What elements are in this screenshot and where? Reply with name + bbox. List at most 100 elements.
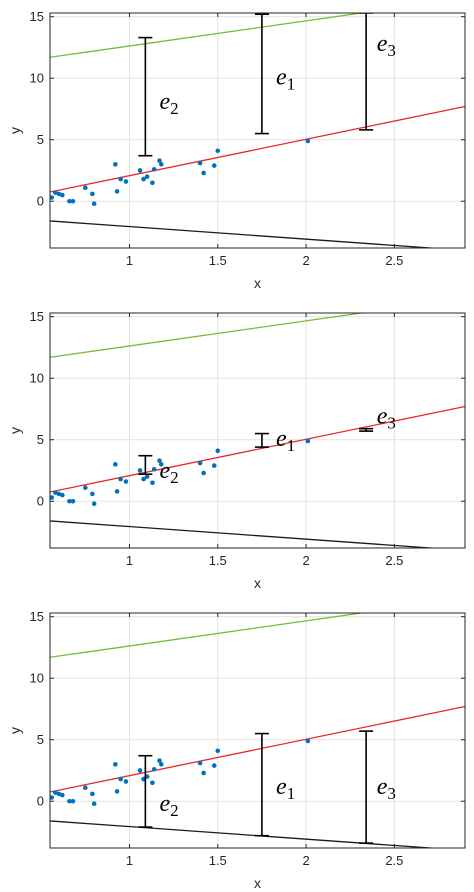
data-point: [60, 192, 65, 198]
residual-label-e1: e1: [276, 426, 295, 455]
data-point: [305, 438, 311, 444]
data-point: [56, 491, 62, 497]
data-point: [118, 176, 123, 182]
data-point: [83, 785, 88, 791]
x-tick-label: 2.5: [385, 853, 403, 868]
plot-area: [50, 313, 465, 548]
residual-label-e2: e2: [159, 791, 178, 820]
data-point: [123, 779, 129, 784]
x-tick-label: 2.5: [385, 253, 403, 268]
x-tick-label: 2: [302, 853, 309, 868]
residual-label-letter: e: [377, 404, 388, 430]
residual-label-letter: e: [377, 774, 388, 800]
data-point: [150, 480, 155, 486]
residual-label-letter: e: [276, 64, 287, 90]
data-point: [123, 179, 129, 184]
data-point: [70, 198, 76, 204]
data-point: [70, 798, 76, 804]
residual-label-subscript: 3: [387, 784, 396, 803]
y-axis-label: y: [7, 727, 23, 734]
data-point: [118, 476, 123, 482]
data-point: [151, 766, 157, 772]
data-point: [83, 485, 88, 491]
residual-label-e1: e1: [276, 64, 295, 93]
x-tick-label: 1.5: [209, 853, 227, 868]
data-point: [70, 498, 76, 504]
data-point: [141, 476, 146, 482]
y-tick-label: 10: [30, 371, 44, 386]
data-point: [91, 501, 97, 507]
data-point: [157, 458, 162, 463]
data-point: [201, 170, 206, 176]
y-tick-label: 10: [30, 71, 44, 86]
fit-line-3: [50, 220, 440, 248]
y-tick-label: 15: [30, 609, 44, 624]
residual-label-subscript: 2: [170, 99, 179, 118]
data-point: [137, 168, 143, 173]
residual-label-subscript: 1: [287, 74, 296, 93]
y-tick-label: 5: [37, 732, 44, 747]
residual-label-subscript: 1: [287, 436, 296, 455]
residual-label-letter: e: [159, 458, 170, 484]
data-point: [151, 166, 157, 172]
x-tick-label: 1: [126, 853, 133, 868]
y-tick-label: 0: [37, 194, 44, 209]
data-point: [197, 760, 203, 766]
data-point: [215, 748, 221, 754]
axes-box: [49, 312, 466, 549]
fit-line-2: [50, 13, 366, 58]
data-point: [113, 462, 118, 467]
data-point: [67, 198, 72, 204]
data-point: [114, 189, 120, 194]
y-axis-label: y: [7, 127, 23, 134]
data-point: [197, 160, 203, 166]
data-point: [158, 762, 164, 767]
x-axis-label: x: [254, 575, 261, 591]
data-point: [67, 798, 72, 804]
data-point: [118, 776, 123, 782]
plot-content: [50, 13, 465, 248]
residual-label-letter: e: [377, 31, 388, 57]
residual-label-e3: e3: [377, 404, 396, 433]
data-point: [91, 801, 97, 807]
data-point: [141, 176, 146, 182]
residual-label-subscript: 3: [387, 414, 396, 433]
plot-content: [50, 313, 465, 548]
data-point: [52, 490, 58, 495]
data-point: [113, 162, 118, 167]
data-point: [305, 738, 311, 744]
y-tick-label: 5: [37, 432, 44, 447]
x-axis-label: x: [254, 875, 261, 891]
data-point: [144, 474, 150, 479]
y-tick-label: 0: [37, 794, 44, 809]
residual-label-e3: e3: [377, 31, 396, 60]
data-point: [211, 763, 217, 768]
data-point: [114, 489, 120, 494]
x-tick-label: 1: [126, 253, 133, 268]
data-point: [90, 491, 95, 497]
data-point: [52, 190, 58, 195]
data-point: [211, 163, 217, 168]
fit-line-3: [50, 520, 440, 548]
residual-label-subscript: 1: [287, 784, 296, 803]
data-point: [50, 795, 55, 800]
y-tick-label: 15: [30, 9, 44, 24]
y-axis-label: y: [7, 427, 23, 434]
x-axis-label: x: [254, 275, 261, 291]
residual-label-e1: e1: [276, 774, 295, 803]
residual-label-e2: e2: [159, 89, 178, 118]
x-tick-label: 2.5: [385, 553, 403, 568]
data-point: [50, 495, 55, 500]
data-point: [137, 768, 143, 773]
data-point: [215, 448, 221, 454]
data-point: [91, 201, 97, 207]
data-point: [151, 466, 157, 472]
y-tick-label: 0: [37, 494, 44, 509]
data-point: [114, 789, 120, 794]
x-tick-label: 2: [302, 553, 309, 568]
fit-line-2: [50, 313, 366, 358]
data-point: [52, 790, 58, 795]
